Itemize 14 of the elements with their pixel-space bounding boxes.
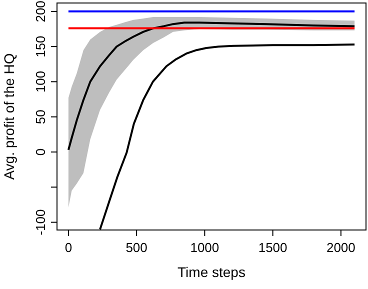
y-tick-label: -100 — [33, 209, 48, 236]
x-tick-label: 2000 — [326, 240, 356, 255]
x-tick-label: 1500 — [258, 240, 288, 255]
y-axis-title: Avg. profit of the HQ — [1, 53, 17, 180]
y-tick-label: 50 — [33, 110, 48, 124]
y-tick-label: 0 — [33, 148, 48, 156]
x-tick-label: 500 — [126, 240, 148, 255]
x-tick-label: 0 — [64, 240, 72, 255]
x-axis-title: Time steps — [178, 264, 246, 280]
y-tick-label: 150 — [33, 36, 48, 58]
line-series — [67, 22, 356, 151]
x-tick-label: 1000 — [190, 240, 220, 255]
y-tick-label: 100 — [33, 70, 48, 93]
y-tick-label: 200 — [33, 0, 48, 22]
